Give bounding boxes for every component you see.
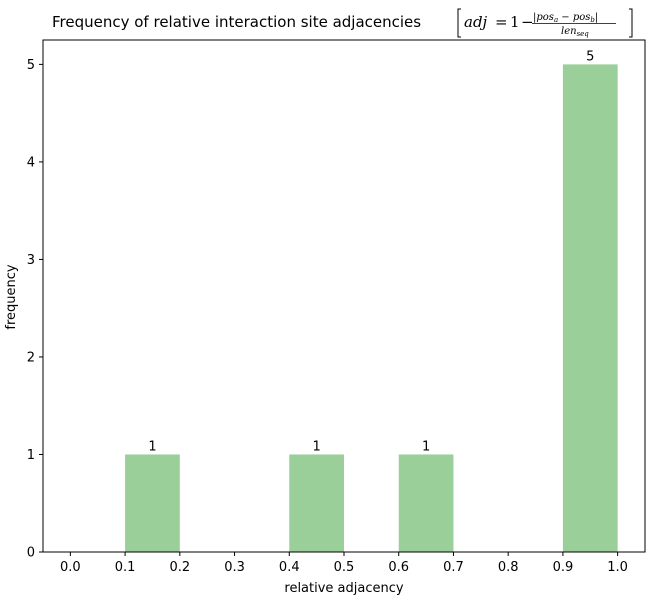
- bar-2: [398, 454, 454, 552]
- bar-1: [289, 454, 344, 552]
- x-tick-label-10: 1.0: [607, 560, 628, 575]
- x-tick-label-6: 0.6: [388, 560, 409, 575]
- formula-numerator: |posa − posb|: [533, 12, 598, 24]
- formula-denominator: lenseq: [561, 26, 589, 38]
- bar-data-label-1: 1: [312, 439, 320, 454]
- x-tick-label-4: 0.4: [279, 560, 300, 575]
- x-tick-label-1: 0.1: [115, 560, 136, 575]
- formula-left-bracket: [457, 8, 461, 38]
- bar-3: [562, 64, 618, 552]
- bar-data-label-2: 1: [422, 439, 430, 454]
- title-formula: adj = 1 − |posa − posb| lenseq: [457, 8, 633, 38]
- bar-0: [125, 454, 180, 552]
- y-tick-label-0: 0: [27, 546, 35, 561]
- x-tick-label-8: 0.8: [498, 560, 519, 575]
- chart-title-group: Frequency of relative interaction site a…: [52, 8, 633, 38]
- y-tick-label-1: 1: [27, 448, 35, 463]
- bar-data-label-3: 5: [586, 49, 594, 64]
- formula-equals: =: [495, 13, 508, 31]
- bar-data-label-0: 1: [148, 439, 156, 454]
- y-tick-label-3: 3: [27, 253, 35, 268]
- x-tick-label-0: 0.0: [60, 560, 81, 575]
- x-axis-label: relative adjacency: [284, 581, 403, 596]
- formula-right-bracket: [629, 8, 633, 38]
- x-tick-label-2: 0.2: [169, 560, 190, 575]
- x-tick-label-9: 0.9: [553, 560, 574, 575]
- x-tick-label-7: 0.7: [443, 560, 464, 575]
- x-tick-label-5: 0.5: [334, 560, 355, 575]
- formula-lhs: adj: [464, 13, 488, 31]
- plot-area: 1 1 1 5 0.0 0.1 0.2 0.3 0.4 0.5 0.6 0.7 0.8 0.9 1.0 0 1 2…: [27, 39, 646, 575]
- chart-title: Frequency of relative interaction site a…: [52, 13, 421, 31]
- formula-minus: −: [521, 13, 534, 31]
- formula-one: 1: [510, 13, 520, 31]
- y-axis-label: frequency: [4, 264, 19, 330]
- y-tick-label-5: 5: [27, 58, 35, 73]
- x-tick-label-3: 0.3: [224, 560, 245, 575]
- y-tick-label-4: 4: [27, 155, 35, 170]
- y-tick-label-2: 2: [27, 350, 35, 365]
